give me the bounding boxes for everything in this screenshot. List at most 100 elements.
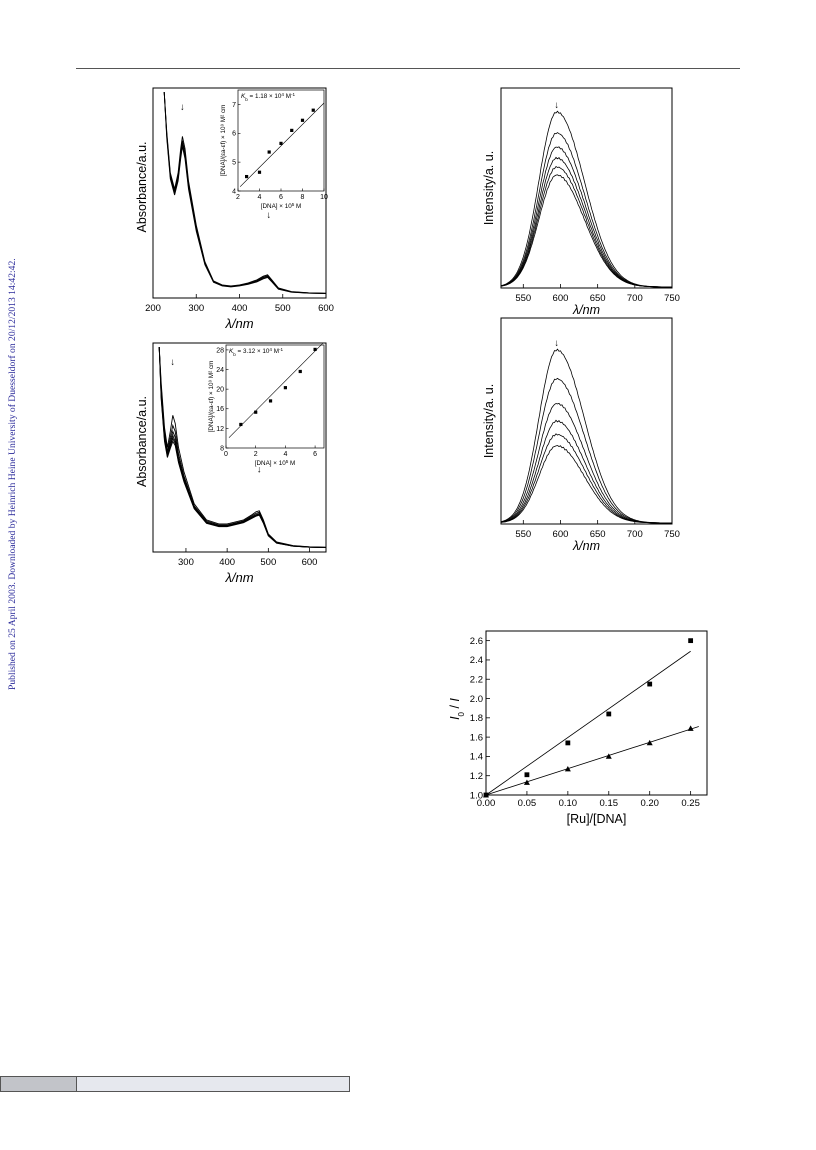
inset-y-tick-label: 8 [220, 445, 224, 452]
inset-y-tick-label: 28 [216, 347, 224, 354]
plot-frame [500, 317, 673, 525]
inset-data-point [267, 150, 271, 154]
emission-line-6 [500, 174, 672, 288]
inset-kb-part: M [272, 348, 279, 355]
inset-kb-label: Kb = 1.18 × 104 M-1 [241, 92, 295, 102]
inset-kb-part: b [245, 97, 248, 102]
x-tick-label: 0.25 [681, 798, 700, 809]
triangle-data-point [523, 779, 530, 785]
y-tick-label: 1.2 [470, 771, 483, 782]
y-axis-label: Intensity/a. u. [482, 151, 496, 225]
y-tick-label: 2.2 [470, 675, 483, 686]
x-tick-label: 550 [515, 529, 531, 540]
x-tick-label: 650 [590, 529, 606, 540]
spectrum-line-2 [163, 91, 327, 294]
inset-data-point [254, 410, 258, 414]
inset-y-tick-label: 4 [232, 188, 236, 195]
inset-data-point [298, 369, 302, 374]
arrow-marker: ↓ [554, 338, 559, 349]
square-data-point [524, 772, 530, 778]
y-label-part: 0 [457, 711, 466, 716]
y-tick-label: 2.4 [470, 655, 483, 666]
y-label-part: / [448, 702, 462, 712]
spectrum-line-6 [158, 346, 327, 549]
inset-data-point [268, 399, 273, 403]
y-axis-label: Absorbance/a.u. [135, 396, 149, 487]
x-tick-label: 600 [302, 557, 318, 568]
inset-x-tick-label: 6 [313, 451, 317, 458]
emission-chart-1: 550 600 650 700 750 ↓ λ/nm Intensity/a. u. [482, 87, 680, 317]
x-tick-label: 650 [590, 293, 606, 304]
emission-line-5 [500, 433, 672, 524]
y-tick-label: 1.0 [470, 790, 483, 801]
y-label-part: I [448, 716, 462, 720]
emission-spectrum-1: 550 600 650 700 750 ↓ λ/nm Intensity/a. u. [470, 84, 690, 324]
inset-x-label-part: [DNA] × 10 [255, 460, 286, 467]
spectrum-line-5 [158, 346, 327, 549]
spectrum-line-1 [158, 346, 327, 548]
arrow-marker: ↓ [257, 465, 262, 476]
inset-kb-part: -1 [279, 347, 284, 352]
inset-kb-part: -1 [291, 92, 296, 97]
plot-frame [152, 87, 327, 299]
inset-y-axis-label: [DNA]/(εa-εf) × 10⁹ M² cm [208, 361, 215, 433]
spectrum-line-4 [163, 91, 327, 295]
y-axis-label: Intensity/a. u. [482, 384, 496, 458]
x-tick-label: 0.05 [518, 798, 537, 809]
spectrum-line-4 [158, 346, 327, 549]
emission-line-4 [500, 419, 672, 524]
inset-kb-part: = 1.18 × 10 [248, 93, 282, 100]
inset-y-tick-label: 5 [232, 160, 236, 167]
x-tick-label: 550 [515, 293, 531, 304]
x-tick-label: 300 [178, 557, 194, 568]
x-tick-label: 0.20 [640, 798, 659, 809]
footer-bar-segment [1, 1077, 77, 1091]
spectrum-line-3 [163, 91, 327, 294]
inset-data-point [313, 347, 317, 352]
y-label-part: I [448, 698, 462, 702]
absorption-spectrum-1: 200 300 400 500 600 ↓ ↓ λ/nm Absorbance/a.u. 2 4 6 8… [126, 84, 338, 346]
fit-line-1 [485, 650, 691, 796]
inset-x-label-part: 5 [292, 202, 295, 207]
inset-x-tick-label: 0 [224, 451, 228, 458]
inset-x-tick-label: 4 [283, 451, 287, 458]
emission-line-3 [500, 146, 672, 288]
inset-x-tick-label: 2 [254, 451, 258, 458]
inset-kb-part: K [241, 93, 246, 100]
stern-volmer-chart: 0.00 0.05 0.10 0.15 0.20 0.25 1.0 1.2 1.4 1.6 1.8 2… [448, 630, 708, 826]
spectrum-line-3 [158, 346, 327, 548]
x-tick-label: 500 [275, 303, 291, 314]
inset-y-tick-label: 24 [216, 367, 224, 374]
spectrum-line-2 [158, 346, 327, 548]
x-axis-label: [Ru]/[DNA] [567, 812, 627, 826]
emission-spectrum-2: 550 600 650 700 750 ↓ λ/nm Intensity/a. u. [470, 312, 690, 562]
stern-volmer-plot: 0.00 0.05 0.10 0.15 0.20 0.25 1.0 1.2 1.4 1.6 1.8 2… [440, 625, 720, 840]
plot-frame [485, 630, 708, 796]
watermark-text: Published on 25 April 2003. Downloaded b… [7, 258, 18, 690]
inset-y-tick-label: 16 [216, 406, 224, 413]
triangle-data-point [646, 739, 653, 746]
arrow-marker: ↓ [170, 357, 175, 368]
inset-y-tick-label: 20 [216, 387, 224, 394]
x-tick-label: 200 [145, 303, 161, 314]
inset-x-label-part: [DNA] × 10 [261, 203, 292, 210]
emission-line-1 [500, 348, 672, 524]
inset-x-tick-label: 2 [236, 194, 240, 201]
y-tick-label: 2.6 [470, 636, 483, 647]
square-data-point [688, 638, 694, 644]
y-tick-label: 1.4 [470, 752, 483, 763]
y-tick-label: 1.8 [470, 713, 483, 724]
inset-data-point [279, 141, 283, 145]
header-rule [76, 68, 740, 69]
x-tick-label: 500 [260, 557, 276, 568]
inset-data-point [245, 174, 249, 179]
y-axis-label: I0 / I [448, 698, 466, 720]
x-tick-label: 750 [664, 293, 680, 304]
inset-kb-part: M [284, 93, 291, 100]
x-tick-label: 400 [232, 303, 248, 314]
inset-x-label-part: M [294, 203, 301, 210]
inset-x-tick-label: 6 [279, 194, 283, 201]
inset-data-point [257, 170, 262, 174]
